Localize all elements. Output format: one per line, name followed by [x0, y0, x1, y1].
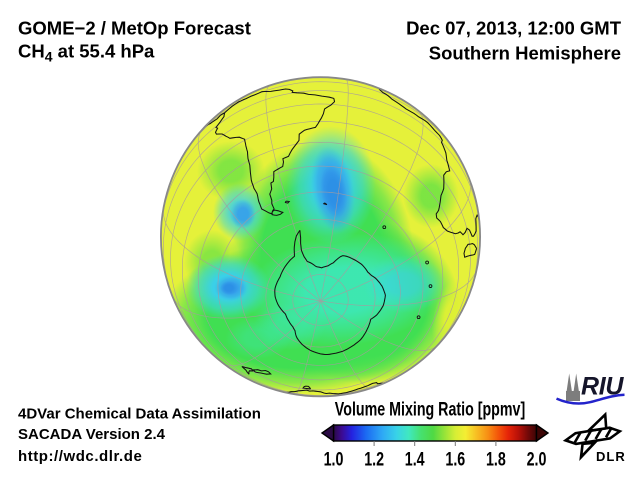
- svg-text:http://wdc.dlr.de: http://wdc.dlr.de: [18, 448, 142, 465]
- svg-text:DLR: DLR: [596, 449, 626, 464]
- svg-text:CH4 at 55.4 hPa: CH4 at 55.4 hPa: [18, 41, 155, 65]
- svg-text:1.2: 1.2: [364, 449, 384, 470]
- svg-text:2.0: 2.0: [527, 449, 547, 470]
- svg-text:1.8: 1.8: [486, 449, 506, 470]
- svg-text:4DVar Chemical Data Assimilati: 4DVar Chemical Data Assimilation: [18, 406, 261, 423]
- svg-text:Volume Mixing Ratio [ppmv]: Volume Mixing Ratio [ppmv]: [335, 398, 525, 419]
- svg-text:1.0: 1.0: [324, 449, 344, 470]
- svg-text:SACADA Version 2.4: SACADA Version 2.4: [18, 426, 166, 443]
- svg-text:GOME−2 / MetOp Forecast: GOME−2 / MetOp Forecast: [18, 18, 251, 39]
- svg-text:1.4: 1.4: [405, 449, 425, 470]
- svg-text:1.6: 1.6: [445, 449, 465, 470]
- svg-text:Dec 07, 2013, 12:00 GMT: Dec 07, 2013, 12:00 GMT: [406, 18, 622, 39]
- svg-text:Southern Hemisphere: Southern Hemisphere: [429, 43, 621, 64]
